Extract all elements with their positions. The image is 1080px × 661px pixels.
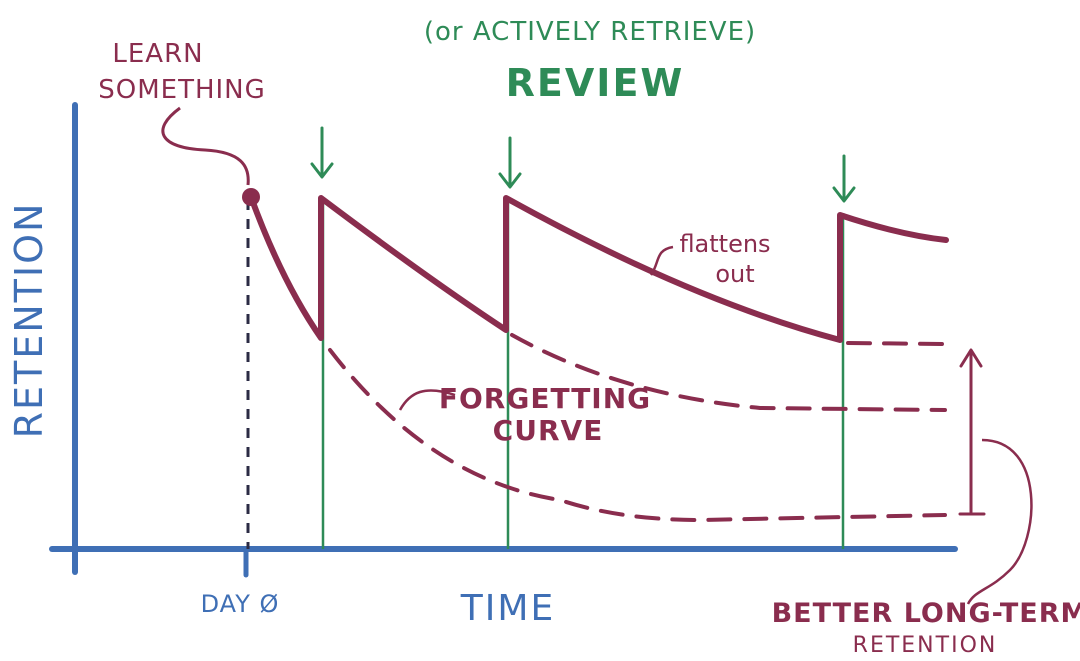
y-axis-label: RETENTION bbox=[7, 202, 51, 439]
better-label-line1: BETTER LONG-TERM bbox=[772, 598, 1080, 629]
forgetting-curve-3 bbox=[846, 341, 947, 346]
learn-pointer-line bbox=[161, 106, 250, 186]
forgetting-label-line2: CURVE bbox=[493, 414, 604, 447]
flattens-label-line2: out bbox=[715, 260, 754, 288]
title-review: REVIEW bbox=[506, 61, 685, 105]
review-arrow-1 bbox=[310, 126, 334, 179]
flattens-pointer bbox=[649, 245, 674, 276]
retention-curve bbox=[248, 194, 949, 343]
learn-label-line1: LEARN bbox=[112, 39, 203, 69]
forgetting-curve-1 bbox=[328, 348, 947, 523]
day0-label: DAY Ø bbox=[201, 590, 280, 618]
improvement-arrow bbox=[959, 348, 983, 514]
forgetting-label-line1: FORGETTING bbox=[439, 382, 651, 415]
better-pointer bbox=[966, 438, 1033, 605]
x-axis-label: TIME bbox=[460, 588, 555, 629]
flattens-label-line1: flattens bbox=[679, 230, 770, 258]
learn-label-line2: SOMETHING bbox=[98, 75, 266, 105]
forgetting-curve-2 bbox=[510, 333, 947, 412]
review-arrow-2 bbox=[498, 136, 522, 189]
forgetting-pointer bbox=[398, 389, 456, 411]
title-subtitle: (or ACTIVELY RETRIEVE) bbox=[424, 17, 756, 47]
review-arrow-3 bbox=[832, 154, 856, 203]
better-label-line2: RETENTION bbox=[853, 633, 998, 658]
